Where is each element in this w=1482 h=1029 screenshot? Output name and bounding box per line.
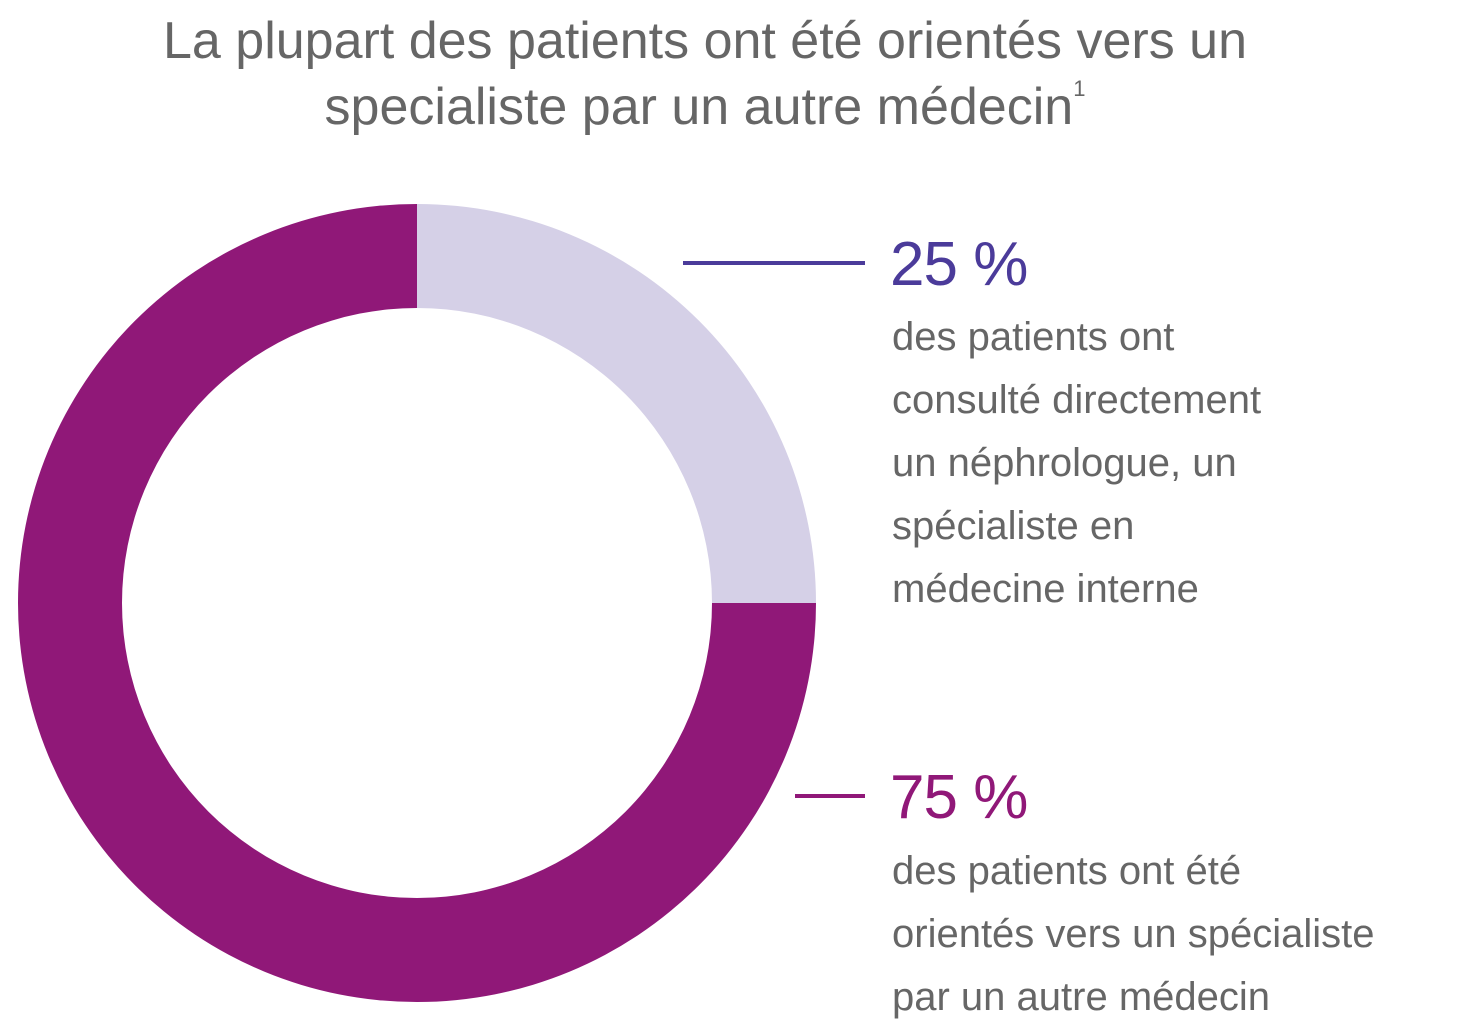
chart-title-line-1: La plupart des patients ont été orientés…: [162, 12, 1248, 70]
footnote-marker: 1: [1073, 76, 1086, 101]
donut-chart: [18, 204, 816, 1002]
donut-slice-direct: [417, 204, 816, 603]
percent-label-direct: 25 %: [890, 230, 1028, 299]
description-referred-line: des patients ont été: [892, 849, 1242, 893]
leader-line-referred: [795, 794, 865, 798]
chart-title-line-2-text: specialiste par un autre médecin: [324, 78, 1074, 136]
description-referred-line: orientés vers un spécialiste: [892, 912, 1375, 956]
description-direct-line: des patients ont: [892, 315, 1175, 359]
description-referred: des patients ont été orientés vers un sp…: [892, 840, 1374, 1029]
description-referred-line: par un autre médecin: [892, 975, 1271, 1019]
leader-line-direct: [683, 261, 865, 265]
description-direct-line: consulté directement: [892, 378, 1262, 422]
description-direct-line: médecine interne: [892, 567, 1199, 611]
chart-title-line-2: specialiste par un autre médecin1: [0, 74, 1410, 140]
description-direct-line: spécialiste en: [892, 504, 1135, 548]
description-direct-line: un néphrologue, un: [892, 441, 1237, 485]
percent-label-referred: 75 %: [890, 763, 1028, 832]
chart-title: La plupart des patients ont été orientés…: [0, 8, 1410, 140]
description-direct: des patients ont consulté directement un…: [892, 306, 1261, 621]
